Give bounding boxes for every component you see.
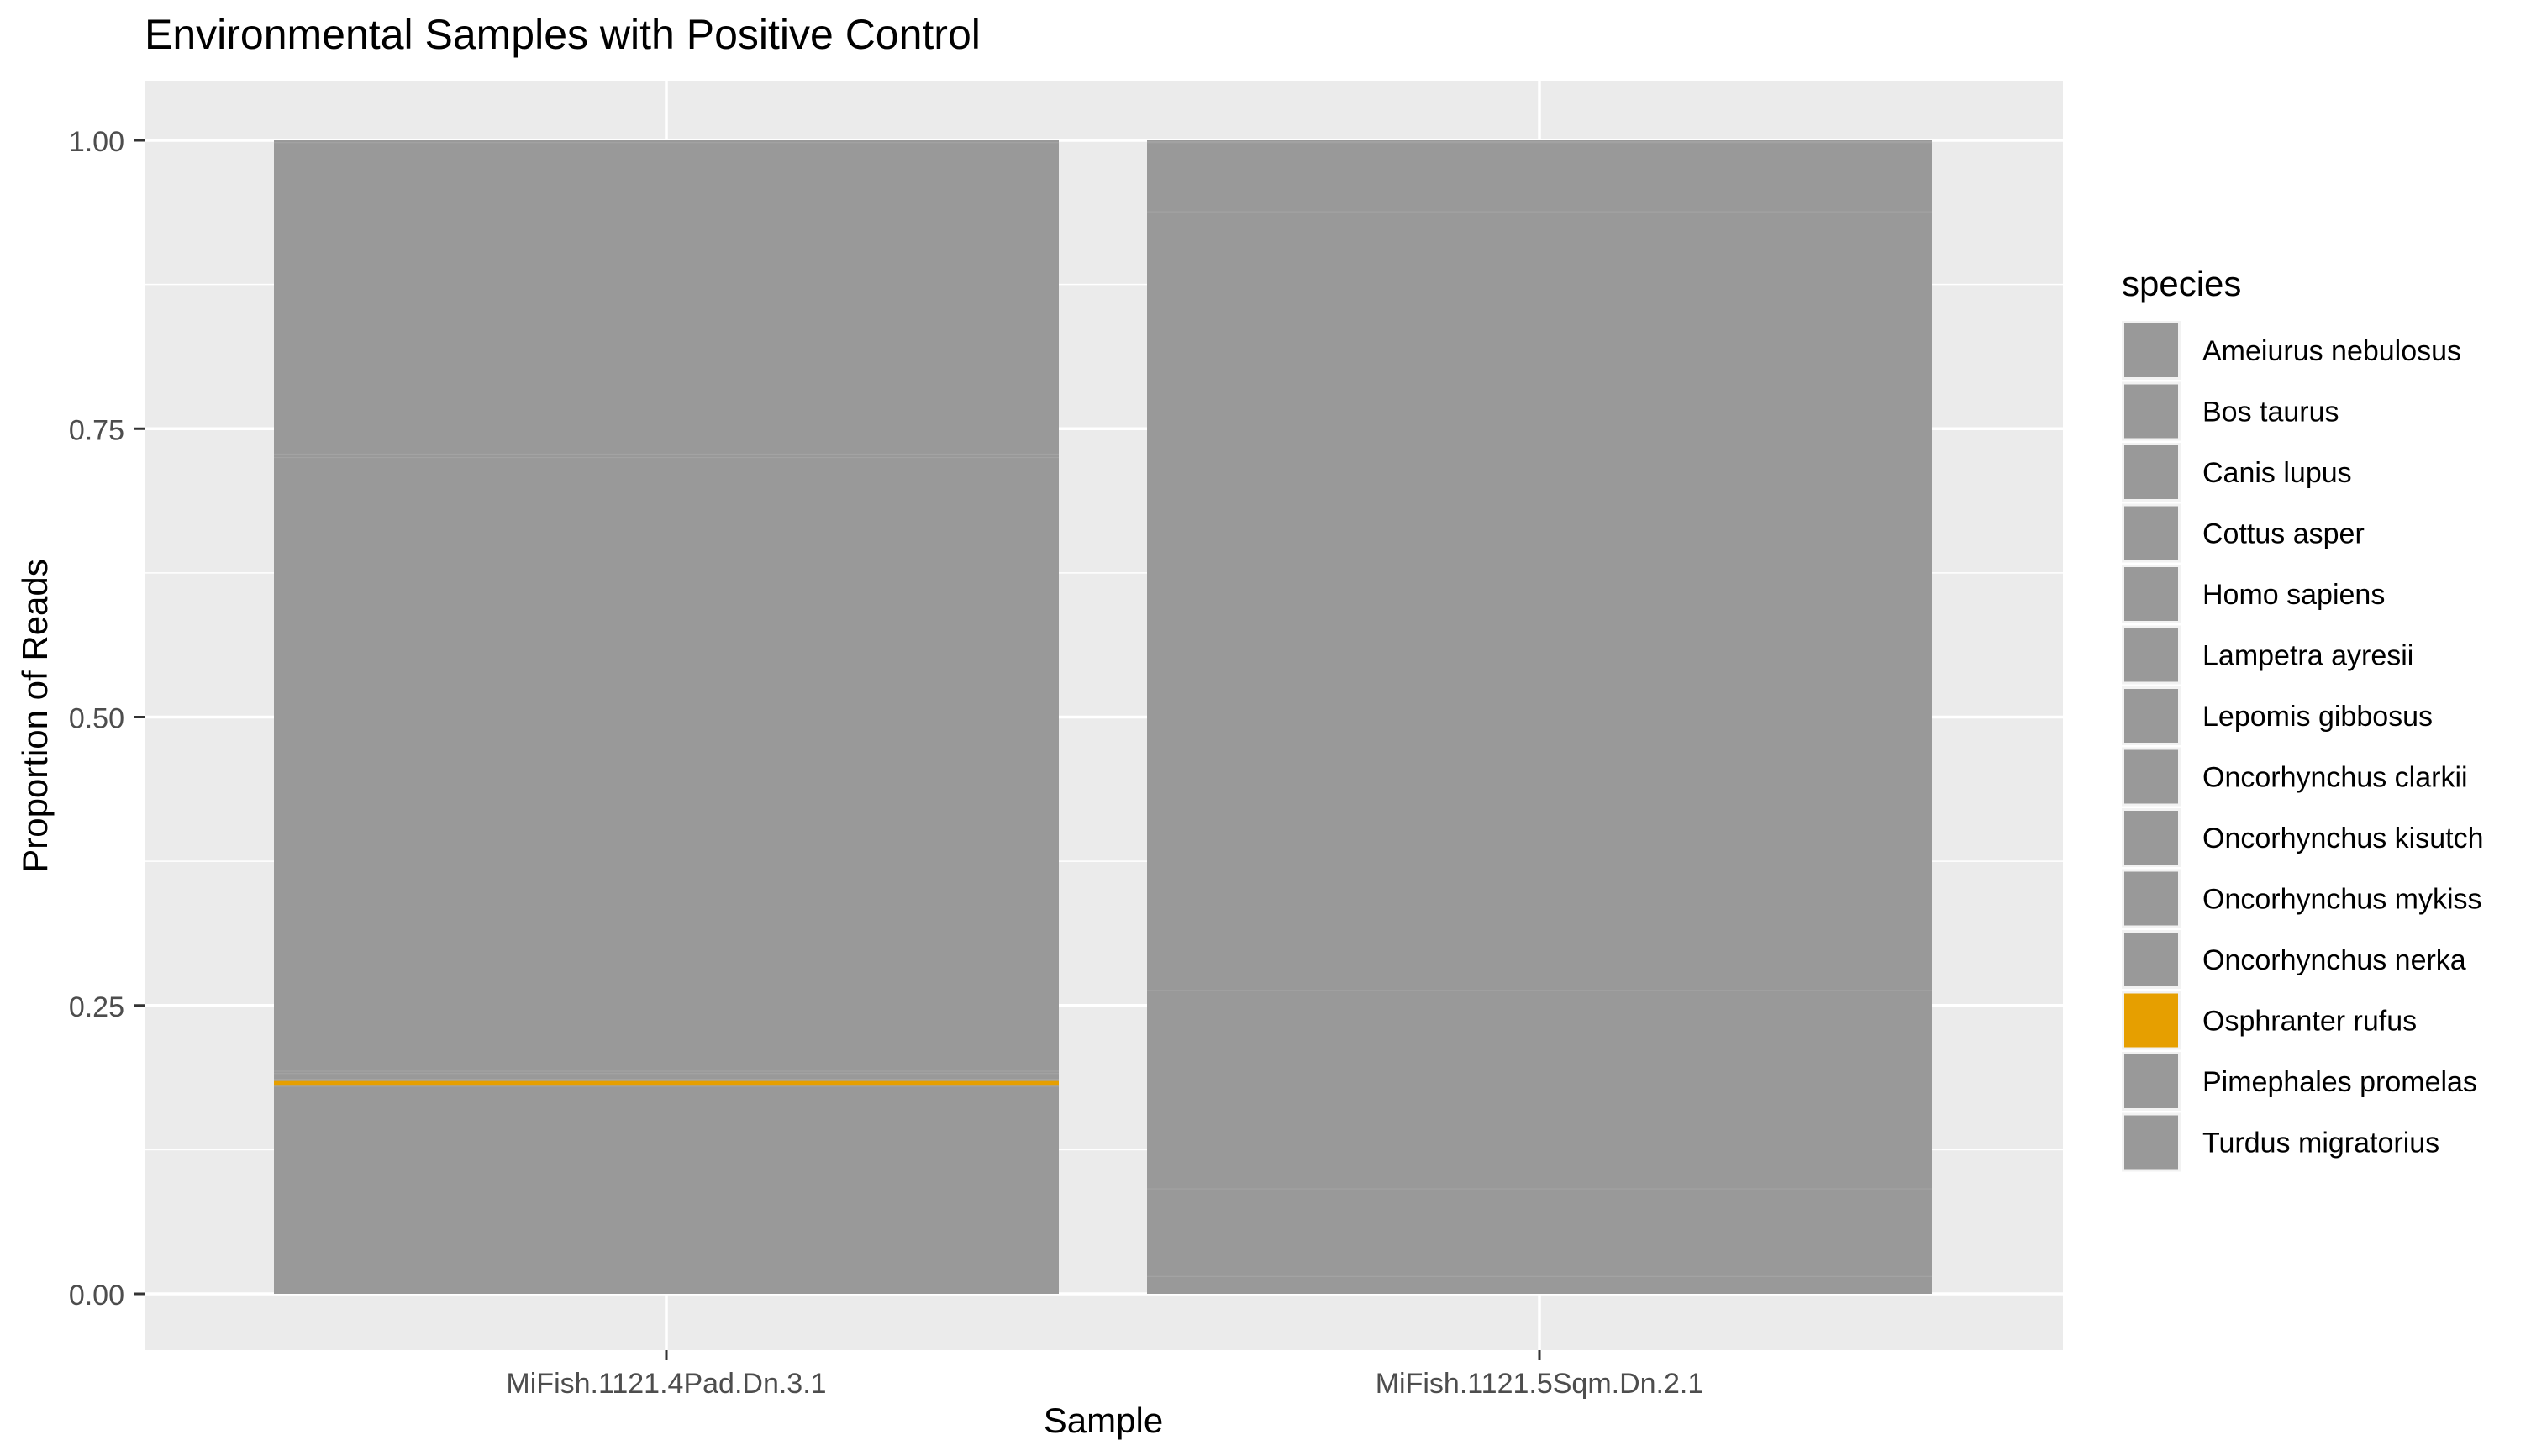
y-tick-label: 0.50: [69, 703, 124, 735]
legend-items: Ameiurus nebulosus Bos taurus Canis lupus C…: [2122, 321, 2484, 1172]
bars: [274, 140, 1932, 1294]
y-axis: 0.00 0.25 0.50 0.75 1.00: [69, 126, 145, 1311]
legend-label: Osphranter rufus: [2202, 1006, 2417, 1038]
legend-label: Oncorhynchus nerka: [2202, 944, 2466, 976]
bar-segment: [1147, 1189, 1932, 1277]
legend-swatch: [2124, 811, 2178, 865]
y-tick-label: 0.00: [69, 1280, 124, 1311]
legend-swatch: [2124, 1054, 2178, 1108]
bar-segment: [1147, 141, 1932, 143]
legend-swatch: [2124, 628, 2178, 682]
legend-label: Lepomis gibbosus: [2202, 701, 2433, 733]
bar-segment: [1147, 142, 1932, 213]
bar-segment: [274, 142, 1059, 455]
legend-swatch: [2124, 871, 2178, 926]
bar-segment: [274, 1085, 1059, 1294]
legend-label: Oncorhynchus mykiss: [2202, 884, 2482, 916]
legend-item: Canis lupus: [2122, 443, 2352, 502]
legend-item: Oncorhynchus nerka: [2122, 930, 2466, 989]
legend-swatch: [2124, 993, 2178, 1048]
legend-item: Pimephales promelas: [2122, 1052, 2477, 1111]
chart-title: Environmental Samples with Positive Cont…: [145, 11, 981, 58]
legend: species Ameiurus nebulosus Bos taurus Cani…: [2122, 264, 2484, 1172]
legend-label: Canis lupus: [2202, 457, 2352, 489]
legend-label: Ameiurus nebulosus: [2202, 335, 2461, 367]
bar-segment: [1147, 140, 1932, 142]
bar-segment: [274, 1073, 1059, 1080]
x-tick-label: MiFish.1121.4Pad.Dn.3.1: [506, 1368, 826, 1400]
bar-segment: [1147, 212, 1932, 991]
bar-segment: [274, 457, 1059, 1072]
bar-segment: [274, 454, 1059, 458]
legend-swatch: [2124, 323, 2178, 377]
y-tick-label: 0.75: [69, 414, 124, 446]
legend-swatch: [2124, 749, 2178, 804]
legend-item: Cottus asper: [2122, 503, 2365, 563]
legend-label: Oncorhynchus clarkii: [2202, 762, 2468, 794]
legend-label: Lampetra ayresii: [2202, 640, 2413, 672]
legend-title: species: [2122, 264, 2241, 303]
bar-segment: [274, 140, 1059, 143]
x-axis-title: Sample: [1044, 1401, 1163, 1440]
legend-swatch: [2124, 933, 2178, 986]
legend-swatch: [2124, 689, 2178, 743]
legend-item: Oncorhynchus clarkii: [2122, 747, 2468, 807]
y-tick-label: 1.00: [69, 126, 124, 158]
legend-item: Osphranter rufus: [2122, 991, 2417, 1050]
legend-label: Cottus asper: [2202, 518, 2365, 550]
legend-swatch: [2124, 384, 2178, 439]
x-axis: MiFish.1121.4Pad.Dn.3.1 MiFish.1121.5Sqm.…: [506, 1350, 1703, 1400]
legend-item: Oncorhynchus mykiss: [2122, 869, 2482, 928]
legend-swatch: [2124, 445, 2178, 499]
legend-item: Turdus migratorius: [2122, 1112, 2439, 1172]
legend-label: Turdus migratorius: [2202, 1127, 2439, 1159]
bar-segment: [1147, 990, 1932, 1190]
y-tick-label: 0.25: [69, 991, 124, 1023]
legend-label: Bos taurus: [2202, 397, 2339, 428]
legend-item: Lampetra ayresii: [2122, 625, 2413, 685]
y-axis-title: Proportion of Reads: [15, 559, 55, 873]
legend-item: Oncorhynchus kisutch: [2122, 808, 2484, 867]
legend-item: Ameiurus nebulosus: [2122, 321, 2461, 380]
legend-swatch: [2124, 506, 2178, 560]
bar-segment: [274, 1080, 1059, 1086]
legend-swatch: [2124, 567, 2178, 621]
legend-item: Homo sapiens: [2122, 565, 2385, 623]
legend-label: Pimephales promelas: [2202, 1066, 2477, 1098]
bar-segment: [274, 1071, 1059, 1074]
legend-label: Homo sapiens: [2202, 579, 2385, 611]
bar-segment: [1147, 1276, 1932, 1294]
legend-label: Oncorhynchus kisutch: [2202, 823, 2484, 854]
legend-swatch: [2124, 1115, 2178, 1170]
x-tick-label: MiFish.1121.5Sqm.Dn.2.1: [1376, 1368, 1704, 1400]
legend-item: Lepomis gibbosus: [2122, 686, 2433, 745]
legend-item: Bos taurus: [2122, 381, 2339, 441]
